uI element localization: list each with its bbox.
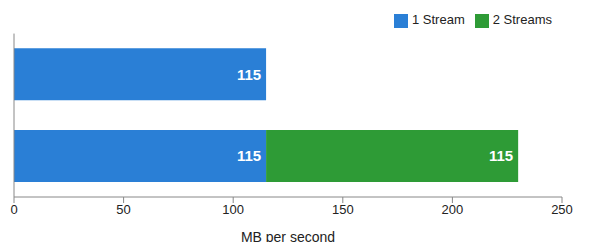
svg-text:115: 115: [237, 66, 261, 83]
svg-text:115: 115: [237, 147, 261, 164]
svg-text:250: 250: [551, 202, 573, 217]
html-text:2 Streams: 2 Streams: [492, 12, 552, 27]
svg-text:100: 100: [222, 202, 244, 217]
svg-text:150: 150: [332, 202, 354, 217]
svg-text:115: 115: [489, 147, 513, 164]
html-text:1 Stream: 1 Stream: [412, 12, 465, 27]
svg-text:50: 50: [116, 202, 130, 217]
svg-text:200: 200: [442, 202, 464, 217]
svg-text:0: 0: [10, 202, 17, 217]
svg-text:MB per second: MB per second: [241, 229, 335, 242]
